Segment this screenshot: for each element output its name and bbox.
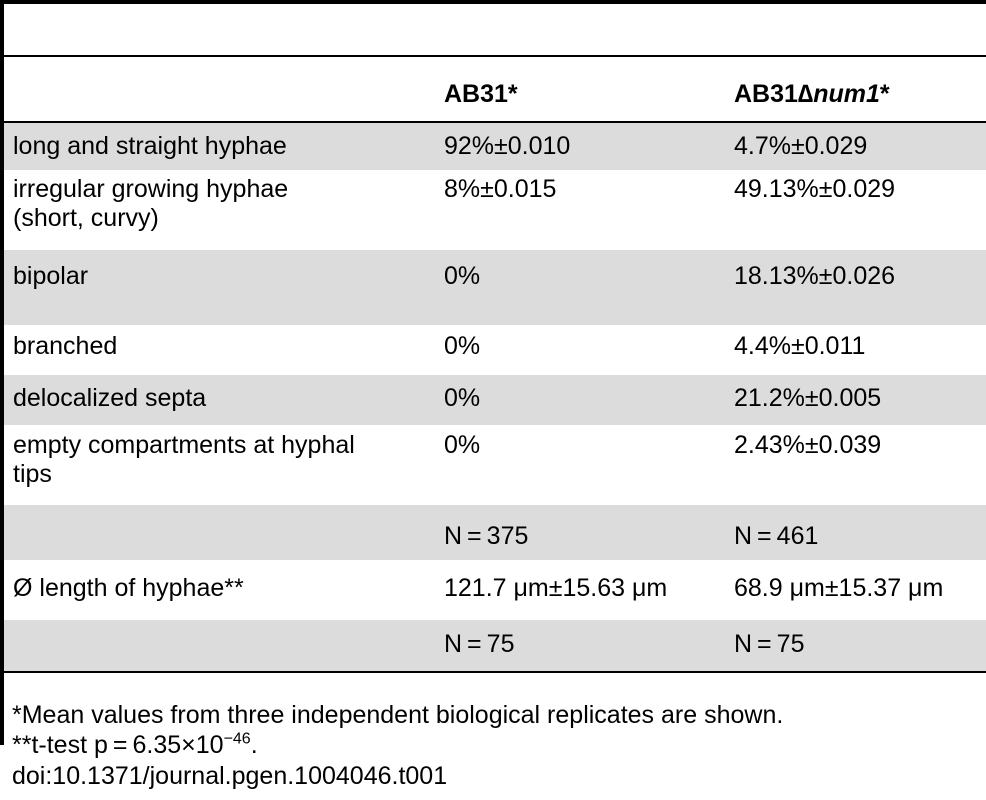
rule-below-header — [4, 121, 986, 123]
ab31-num1-count: N = 75 — [734, 630, 805, 658]
top-rule — [0, 0, 986, 4]
row-label-continuation: tips — [13, 460, 52, 488]
doi-text: doi:10.1371/journal.pgen.1004046.t001 — [12, 762, 448, 790]
ab31-num1-value: 4.4%±0.011 — [734, 332, 866, 360]
table-row: bipolar 0% 18.13%±0.026 — [4, 250, 986, 325]
ab31-num1-value: 18.13%±0.026 — [734, 262, 896, 290]
row-label: branched — [13, 332, 118, 360]
table-row: N = 375 N = 461 — [4, 505, 986, 560]
ab31-num1-count: N = 461 — [734, 522, 819, 550]
ab31-num1-value: 49.13%±0.029 — [734, 175, 896, 203]
table-row: branched 0% 4.4%±0.011 — [4, 325, 986, 375]
row-label: Ø length of hyphae** — [13, 574, 244, 602]
table-row: irregular growing hyphae (short, curvy) … — [4, 170, 986, 250]
table-row: N = 75 N = 75 — [4, 620, 986, 671]
table-row: delocalized septa 0% 21.2%±0.005 — [4, 375, 986, 425]
left-border — [0, 0, 4, 745]
table-header-row: AB31* AB31∆num1* — [4, 70, 986, 120]
footnote-ttest: **t-test p = 6.35×10−46. — [12, 730, 258, 759]
ab31-value: 8%±0.015 — [444, 175, 557, 203]
row-label: long and straight hyphae — [13, 132, 287, 160]
ab31-num1-value: 68.9 μm±15.37 μm — [734, 574, 944, 602]
ab31-value: 0% — [444, 431, 481, 459]
column-header-ab31-num1: AB31∆num1* — [734, 80, 890, 108]
ab31-num1-value: 21.2%±0.005 — [734, 384, 882, 412]
ab31-num1-value: 4.7%±0.029 — [734, 132, 868, 160]
ab31-value: 92%±0.010 — [444, 132, 571, 160]
ab31-value: 0% — [444, 332, 481, 360]
row-label: bipolar — [13, 262, 89, 290]
rule-above-header — [4, 55, 986, 57]
ab31-count: N = 75 — [444, 630, 515, 658]
ab31-count: N = 375 — [444, 522, 529, 550]
ab31-value: 0% — [444, 262, 481, 290]
ab31-num1-value: 2.43%±0.039 — [734, 431, 882, 459]
rule-table-bottom — [4, 671, 986, 673]
row-label: delocalized septa — [13, 384, 207, 412]
column-header-ab31: AB31* — [444, 80, 518, 108]
table-row: Ø length of hyphae** 121.7 μm±15.63 μm 6… — [4, 560, 986, 620]
row-label: irregular growing hyphae — [13, 175, 289, 203]
row-label: empty compartments at hyphal — [13, 431, 355, 459]
ab31-value: 121.7 μm±15.63 μm — [444, 574, 668, 602]
row-label-continuation: (short, curvy) — [13, 204, 159, 232]
table-row: long and straight hyphae 92%±0.010 4.7%±… — [4, 123, 986, 170]
table-row: empty compartments at hyphal tips 0% 2.4… — [4, 425, 986, 505]
ab31-value: 0% — [444, 384, 481, 412]
footnote-mean: *Mean values from three independent biol… — [12, 701, 784, 729]
